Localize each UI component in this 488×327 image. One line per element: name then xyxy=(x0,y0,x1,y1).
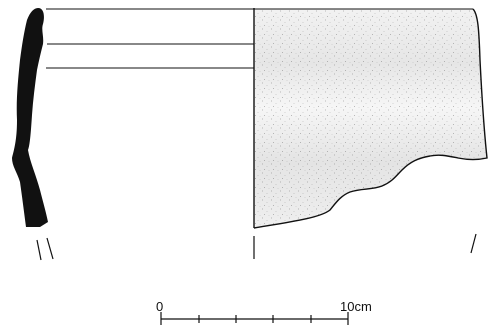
scale-bar-end-label: 10cm xyxy=(340,299,372,314)
exterior-surface xyxy=(253,8,488,229)
scale-bar xyxy=(160,312,349,325)
scale-bar-start-label: 0 xyxy=(156,299,163,314)
continuation-marks xyxy=(36,233,477,261)
sherd-profile-section xyxy=(12,8,48,227)
exterior-outline xyxy=(253,8,488,229)
